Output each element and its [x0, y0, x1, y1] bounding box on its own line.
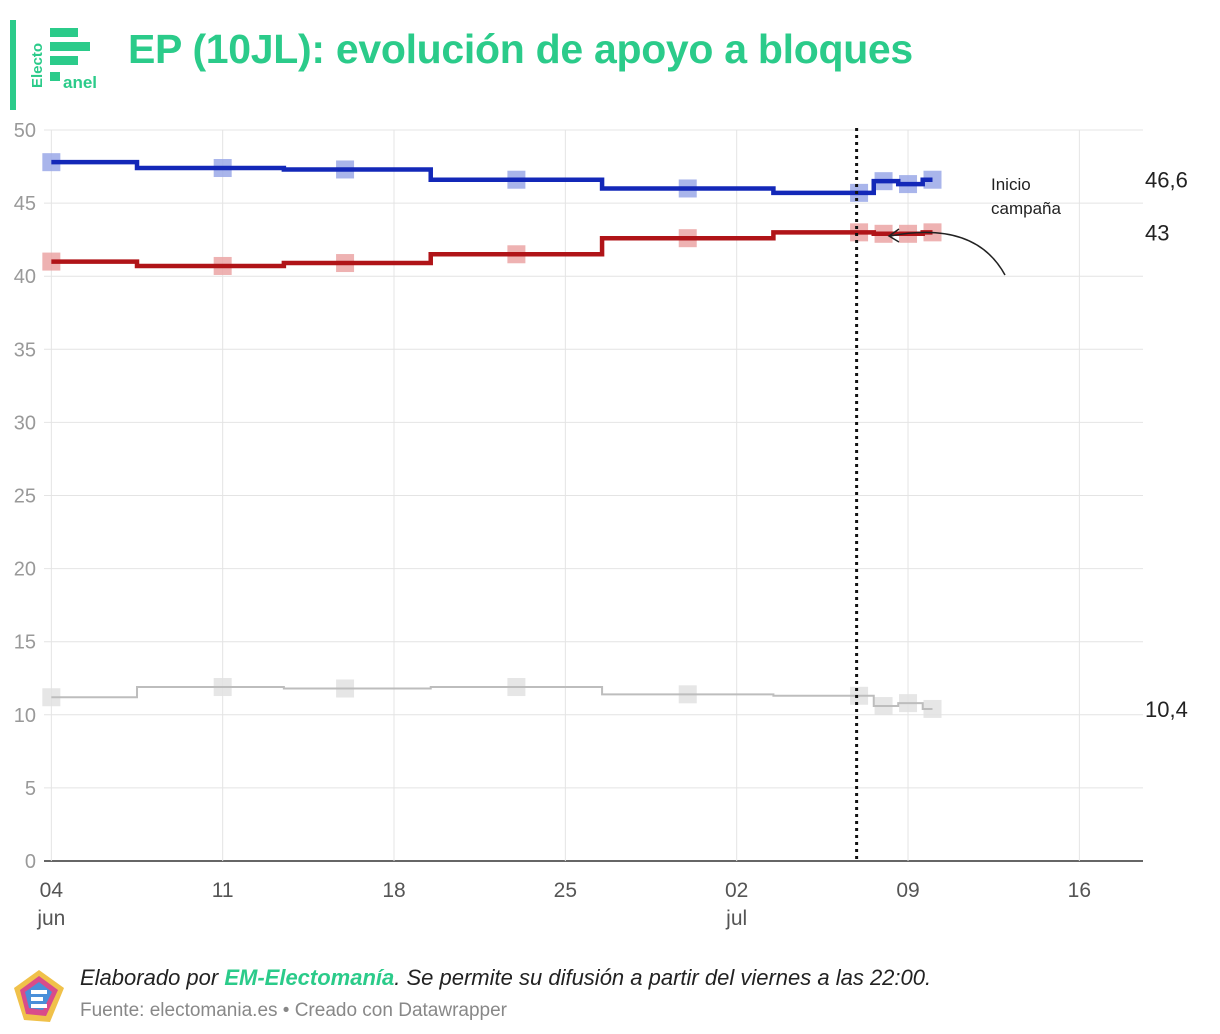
gray-series-line [51, 686, 933, 710]
y-tick-label: 50 [14, 120, 36, 142]
y-tick-label: 20 [14, 559, 36, 581]
electomania-icon [14, 970, 64, 1022]
annotation-arrowhead [887, 228, 900, 243]
x-tick-label: 18 [382, 879, 405, 902]
label-layer: 0 5 10 15 20 25 30 35 40 45 50 04 jun 11 18 25 02 jul 09 16… [14, 120, 1188, 930]
x-tick-label: 04 [40, 879, 64, 902]
x-tick-label: 11 [212, 879, 234, 902]
logo-text-bottom: anel [63, 73, 97, 92]
marker-layer [42, 153, 942, 718]
credit-line: Elaborado por EM-Electomanía. Se permite… [80, 965, 931, 991]
annotation-layer: Inicio campaña [855, 128, 1061, 861]
y-tick-label: 10 [14, 705, 36, 727]
source-line: Fuente: electomania.es • Creado con Data… [80, 1000, 507, 1021]
annotation-label-line1: Inicio [991, 175, 1031, 194]
y-tick-label: 35 [14, 339, 36, 361]
y-tick-label: 5 [25, 778, 36, 800]
red-series-line [51, 230, 933, 269]
x-tick-label: 09 [896, 879, 919, 902]
x-tick-sublabel: jul [725, 907, 747, 930]
blue-series-line [51, 159, 933, 196]
page-title: EP (10JL): evolución de apoyo a bloques [128, 26, 913, 72]
line-layer [51, 159, 933, 710]
y-tick-label: 45 [14, 193, 36, 215]
x-tick-label: 02 [725, 879, 748, 902]
x-tick-label: 16 [1068, 879, 1091, 902]
gray-end-label: 10,4 [1145, 697, 1188, 722]
chart: Inicio campaña 0 5 10 15 20 25 30 35 40 45 50 04 jun 1… [14, 120, 1188, 930]
logo-text-top: Electo [29, 43, 46, 88]
annotation-label-line2: campaña [991, 199, 1061, 218]
header-accent-bar [10, 20, 16, 110]
y-tick-label: 0 [25, 851, 36, 873]
annotation-arrow [889, 231, 1006, 276]
electopanel-logo: Electo anel [29, 28, 97, 92]
x-tick-sublabel: jun [36, 907, 65, 930]
red-end-label: 43 [1145, 220, 1169, 245]
credit-brand-link[interactable]: EM-Electomanía [224, 965, 395, 990]
y-tick-label: 30 [14, 412, 36, 434]
y-tick-label: 40 [14, 266, 36, 288]
x-tick-label: 25 [554, 879, 577, 902]
y-tick-label: 25 [14, 486, 36, 508]
credit-prefix: Elaborado por [80, 965, 225, 990]
blue-end-label: 46,6 [1145, 168, 1188, 193]
credit-suffix: . Se permite su difusión a partir del vi… [394, 965, 932, 990]
y-tick-label: 15 [14, 632, 36, 654]
grid-layer [44, 129, 1143, 862]
